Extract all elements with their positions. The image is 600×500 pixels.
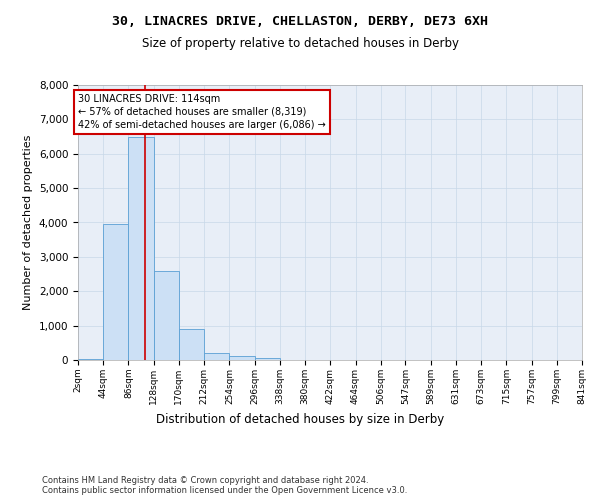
- Bar: [103, 224, 128, 360]
- Bar: [254, 358, 280, 360]
- Bar: [154, 270, 179, 360]
- Text: 30 LINACRES DRIVE: 114sqm
← 57% of detached houses are smaller (8,319)
42% of se: 30 LINACRES DRIVE: 114sqm ← 57% of detac…: [78, 94, 326, 130]
- Bar: [179, 329, 204, 360]
- Text: Contains HM Land Registry data © Crown copyright and database right 2024.
Contai: Contains HM Land Registry data © Crown c…: [42, 476, 407, 495]
- Y-axis label: Number of detached properties: Number of detached properties: [23, 135, 33, 310]
- Bar: [229, 356, 254, 360]
- Bar: [78, 359, 103, 360]
- Bar: [128, 136, 154, 360]
- Text: Size of property relative to detached houses in Derby: Size of property relative to detached ho…: [142, 38, 458, 51]
- Bar: [204, 353, 229, 360]
- Text: 30, LINACRES DRIVE, CHELLASTON, DERBY, DE73 6XH: 30, LINACRES DRIVE, CHELLASTON, DERBY, D…: [112, 15, 488, 28]
- Text: Distribution of detached houses by size in Derby: Distribution of detached houses by size …: [156, 412, 444, 426]
